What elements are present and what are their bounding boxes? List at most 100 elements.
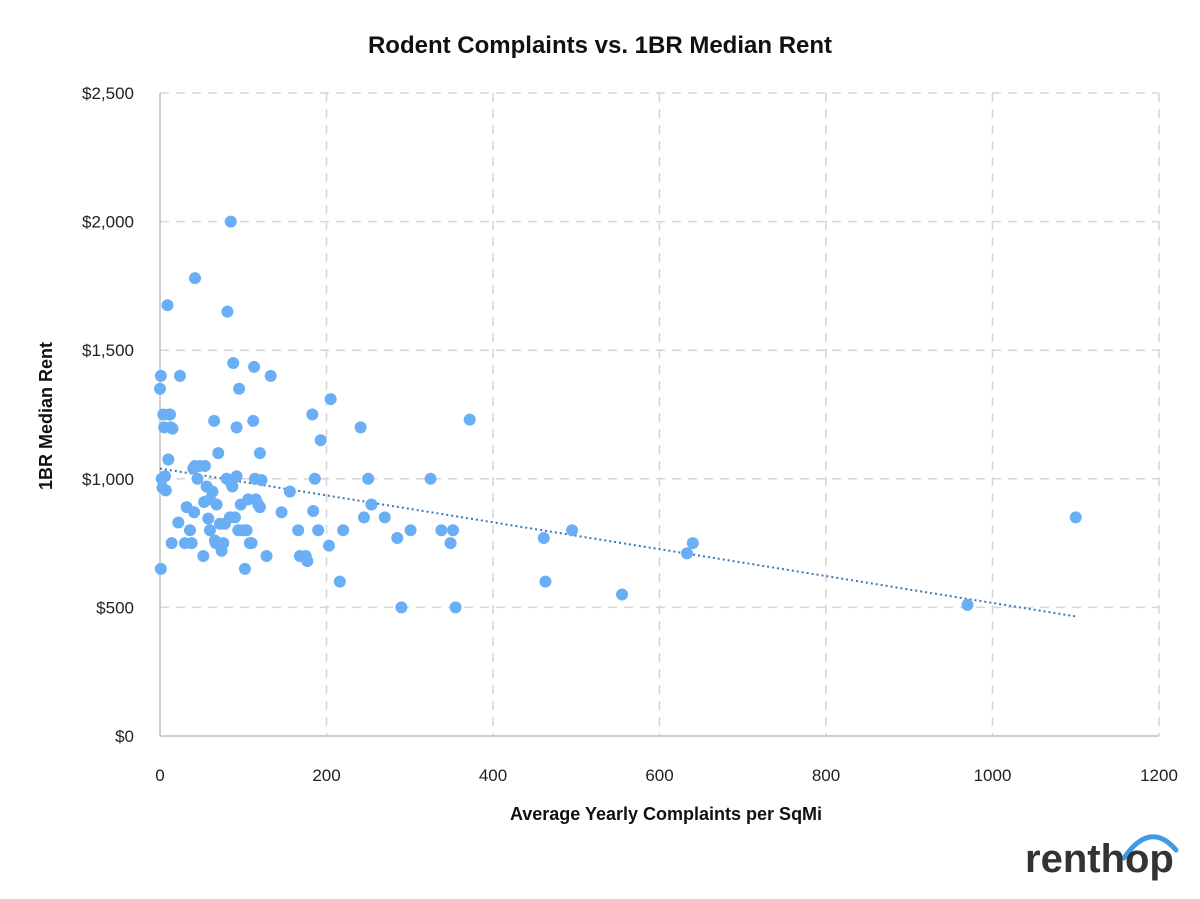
data-point (424, 472, 437, 485)
x-tick-label: 0 (155, 766, 164, 785)
data-point (159, 484, 172, 497)
x-tick-label: 200 (312, 766, 340, 785)
data-points (154, 215, 1082, 614)
data-point (202, 512, 215, 525)
data-point (275, 506, 288, 519)
data-point (185, 537, 198, 550)
data-point (253, 501, 266, 514)
data-point (165, 537, 178, 550)
data-point (686, 537, 699, 550)
y-tick-label: $2,000 (82, 213, 134, 232)
data-point (188, 272, 201, 285)
data-point (173, 369, 186, 382)
data-point (395, 601, 408, 614)
data-point (449, 601, 462, 614)
data-point (539, 575, 552, 588)
data-point (566, 524, 579, 537)
data-point (308, 472, 321, 485)
y-tick-label: $2,500 (82, 84, 134, 103)
data-point (292, 524, 305, 537)
data-point (444, 537, 457, 550)
data-point (391, 531, 404, 544)
data-point (212, 447, 225, 460)
data-point (183, 524, 196, 537)
data-point (264, 369, 277, 382)
data-point (537, 531, 550, 544)
x-tick-label: 1000 (974, 766, 1012, 785)
data-point (208, 414, 221, 427)
y-tick-label: $1,000 (82, 470, 134, 489)
x-tick-label: 800 (812, 766, 840, 785)
data-point (322, 539, 335, 552)
data-point (447, 524, 460, 537)
logo-text: renthop (1025, 837, 1174, 881)
data-point (306, 408, 319, 421)
data-point (301, 555, 314, 568)
data-point (206, 485, 219, 498)
data-point (163, 408, 176, 421)
data-point (217, 537, 230, 550)
y-tick-label: $500 (96, 598, 134, 617)
data-point (245, 537, 258, 550)
data-point (162, 453, 175, 466)
data-point (221, 305, 234, 318)
data-point (188, 506, 201, 519)
data-point (238, 562, 251, 575)
data-point (210, 498, 223, 511)
data-point (240, 524, 253, 537)
data-point (227, 357, 240, 370)
gridlines (160, 92, 1160, 736)
data-point (233, 382, 246, 395)
data-point (961, 598, 974, 611)
data-point (283, 485, 296, 498)
data-point (616, 588, 629, 601)
renthop-logo: renthop (1025, 834, 1179, 881)
logo-arc-icon (1121, 834, 1179, 861)
data-point (154, 369, 167, 382)
data-point (198, 459, 211, 472)
data-point (172, 516, 185, 529)
data-point (435, 524, 448, 537)
data-point (404, 524, 417, 537)
x-tick-label: 600 (645, 766, 673, 785)
data-point (463, 413, 476, 426)
data-point (166, 422, 179, 435)
data-point (307, 504, 320, 517)
data-point (161, 299, 174, 312)
tick-labels: $0 $500 $1,000 $1,500 $2,000 $2,500 0 200 400 600… (82, 84, 1178, 785)
x-axis-title: Average Yearly Complaints per SqMi (510, 804, 822, 824)
data-point (314, 434, 327, 447)
x-tick-label: 1200 (1140, 766, 1178, 785)
y-tick-label: $1,500 (82, 341, 134, 360)
y-axis-title: 1BR Median Rent (36, 342, 56, 490)
data-point (230, 421, 243, 434)
data-point (191, 472, 204, 485)
data-point (354, 421, 367, 434)
data-point (154, 562, 167, 575)
data-point (154, 382, 166, 395)
data-point (324, 393, 337, 406)
data-point (337, 524, 350, 537)
data-point (247, 414, 260, 427)
data-point (158, 470, 171, 483)
data-point (228, 511, 241, 524)
data-point (333, 575, 346, 588)
data-point (260, 549, 273, 562)
data-point (248, 360, 261, 373)
data-point (680, 547, 693, 560)
data-point (362, 472, 375, 485)
data-point (224, 215, 237, 228)
data-point (1069, 511, 1082, 524)
data-point (378, 511, 391, 524)
data-point (203, 524, 216, 537)
data-point (312, 524, 325, 537)
data-point (253, 447, 266, 460)
data-point (365, 498, 378, 511)
data-point (226, 480, 239, 493)
data-point (357, 511, 370, 524)
chart-title: Rodent Complaints vs. 1BR Median Rent (368, 32, 832, 59)
data-point (197, 549, 210, 562)
x-tick-label: 400 (479, 766, 507, 785)
data-point (230, 470, 243, 483)
